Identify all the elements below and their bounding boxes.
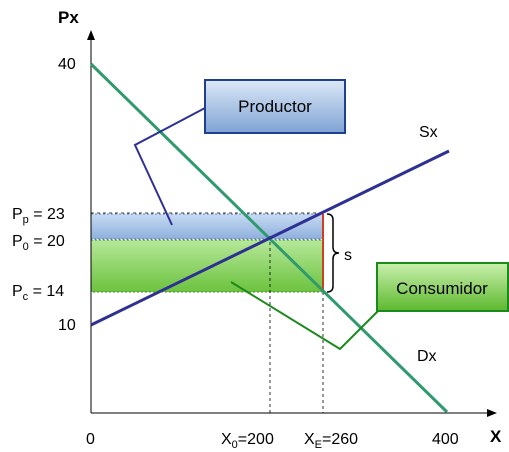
supply-curve-label: Sx [419, 124, 438, 141]
x-axis-arrow [487, 409, 497, 417]
y-tick-p0: P0 = 20 [12, 233, 65, 253]
producer-surplus-area [90, 213, 324, 240]
y-tick-pp: Pp = 23 [12, 206, 65, 226]
origin-label: 0 [86, 431, 95, 448]
y-tick-40: 40 [58, 56, 76, 73]
y-tick-10: 10 [58, 317, 76, 334]
producer-callout-label: Productor [238, 97, 312, 116]
producer-pointer [133, 107, 206, 226]
subsidy-brace [326, 213, 340, 293]
y-axis-title: Px [58, 8, 79, 27]
subsidy-label: s [344, 247, 352, 264]
y-tick-pc: Pc = 14 [12, 283, 64, 303]
x-tick-400: 400 [432, 431, 459, 448]
x-tick-x0: X0=200 [221, 431, 274, 451]
consumer-callout-label: Consumidor [396, 279, 488, 298]
consumer-pointer [230, 281, 379, 351]
consumer-callout-box [376, 262, 509, 312]
demand-curve-label: Dx [417, 348, 437, 365]
supply-curve [90, 149, 450, 327]
consumer-surplus-area [90, 239, 324, 293]
y-axis-arrow [87, 30, 95, 40]
x-axis-title: X [490, 427, 502, 446]
producer-callout-box [204, 79, 346, 134]
x-tick-xe: XE=260 [304, 431, 358, 451]
